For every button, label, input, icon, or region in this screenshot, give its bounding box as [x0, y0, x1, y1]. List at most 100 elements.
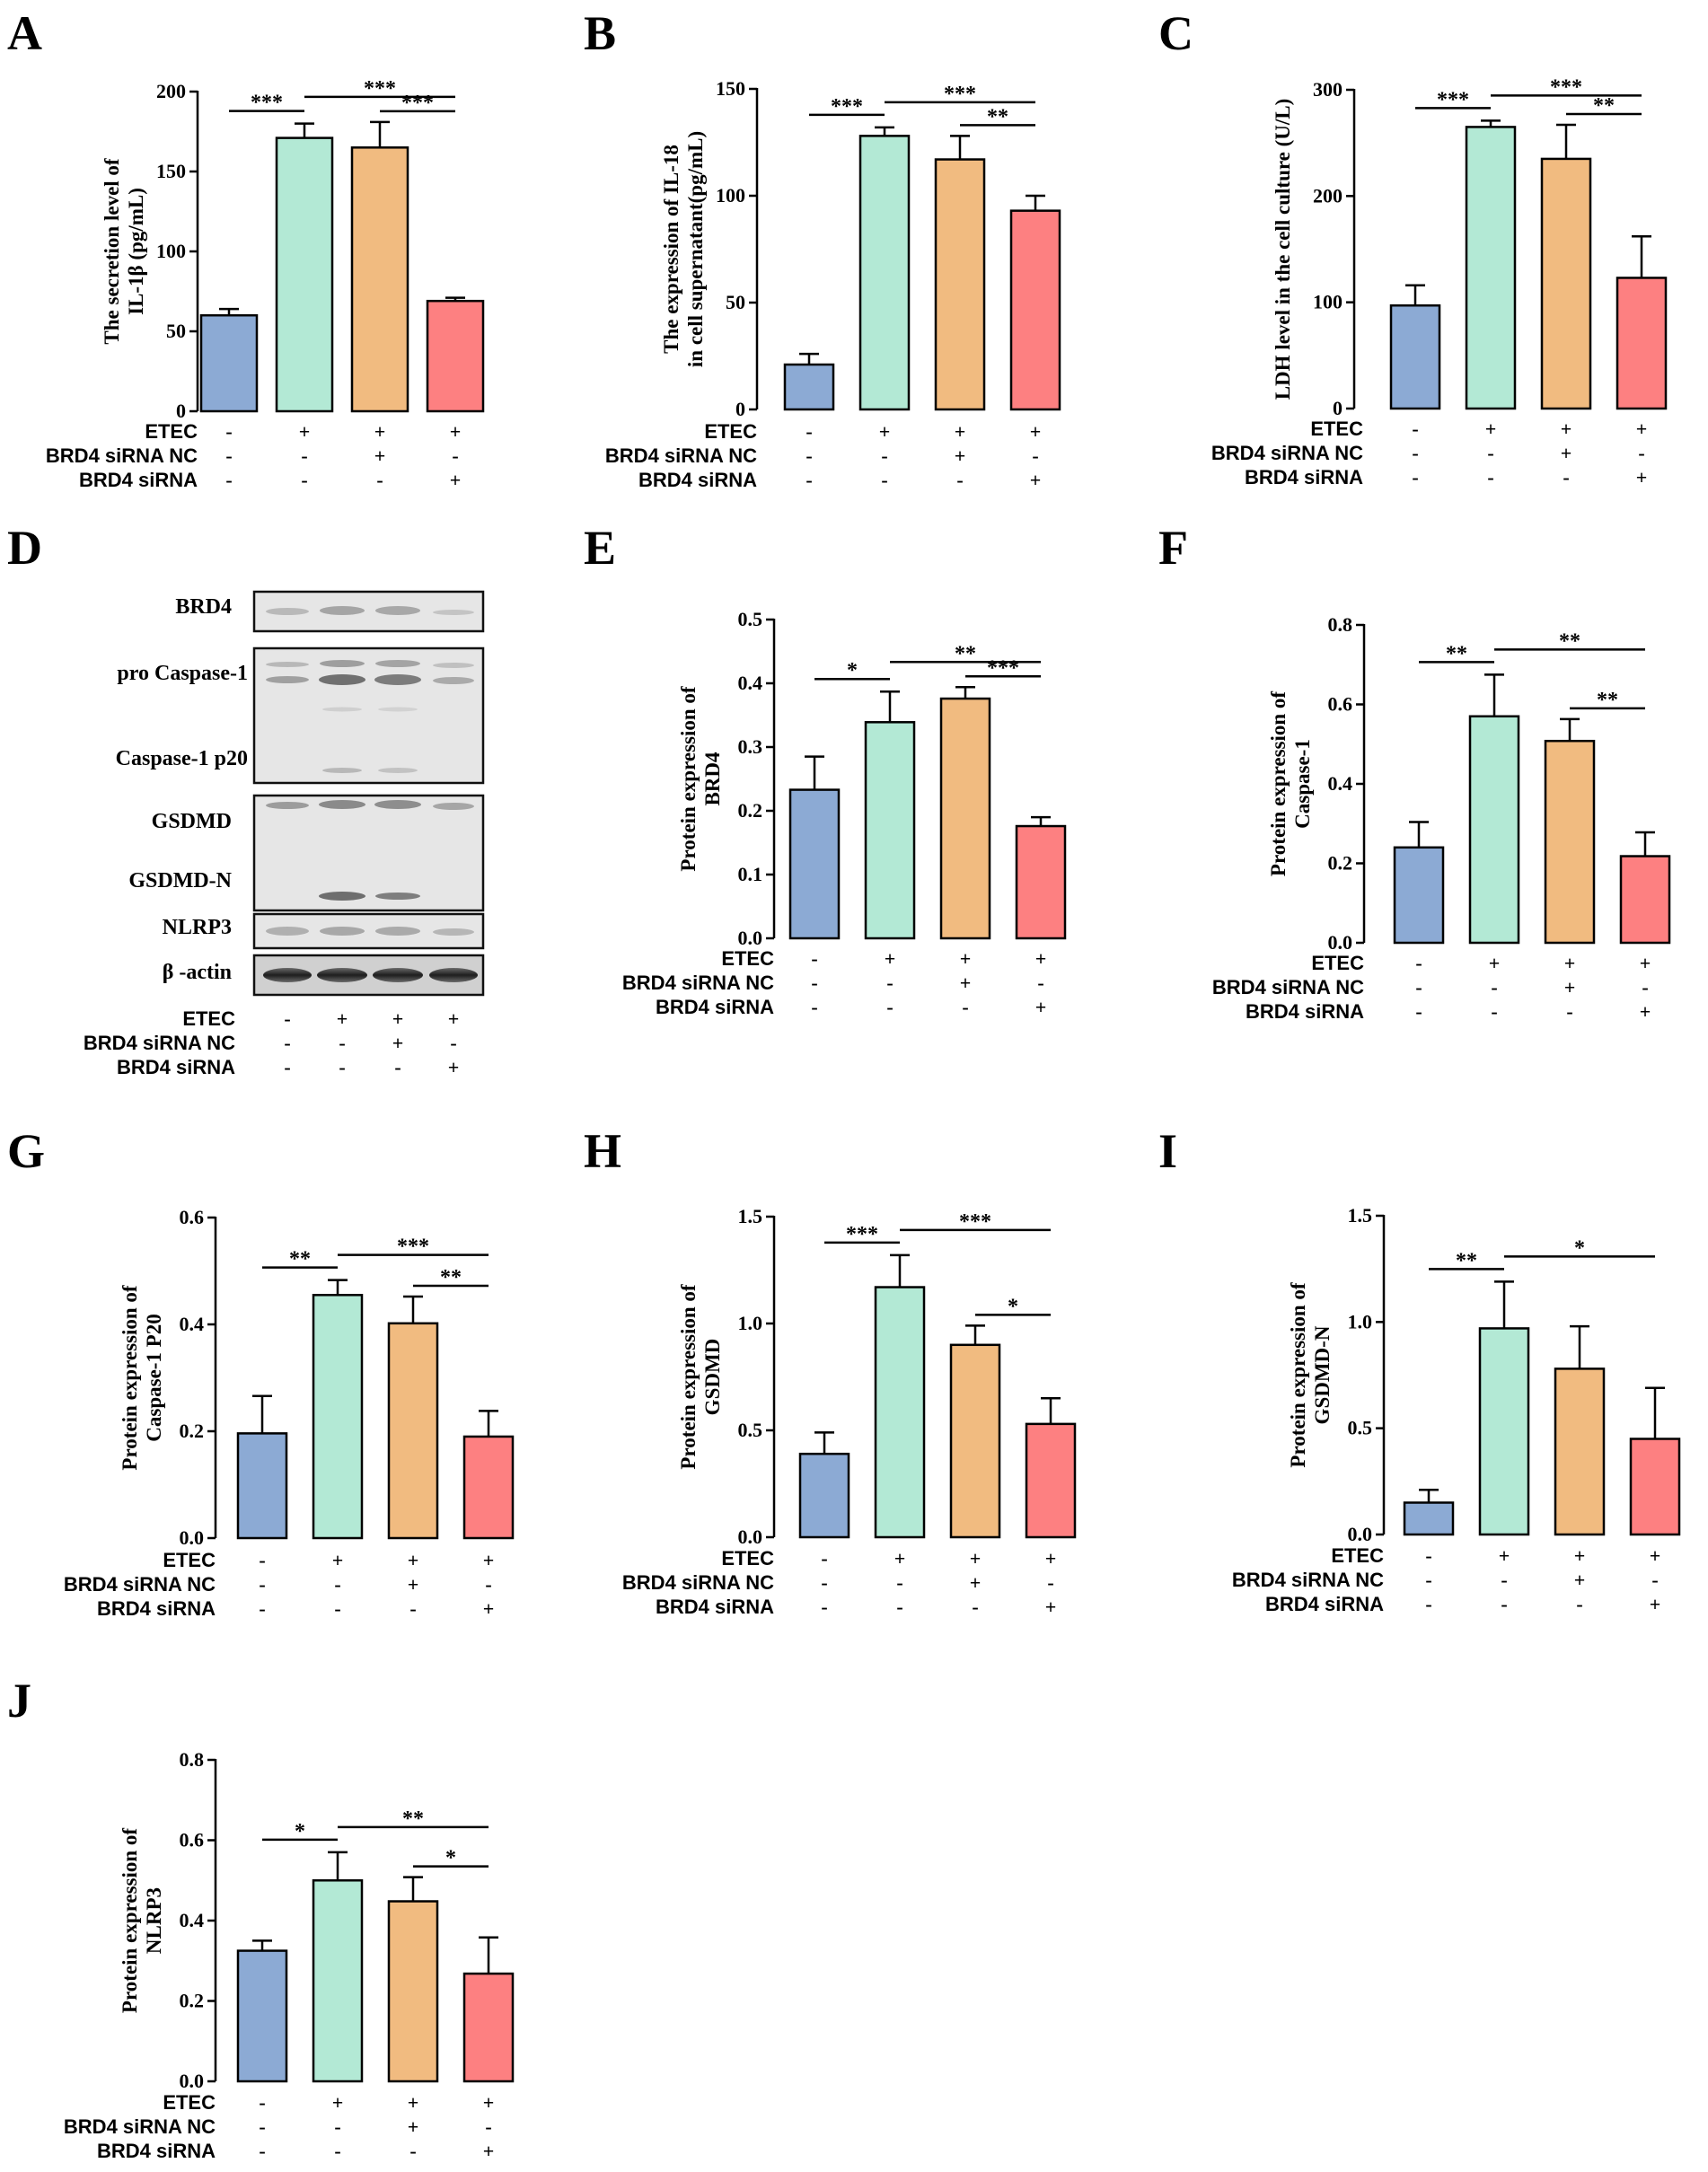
- condition-sign: -: [821, 1547, 827, 1570]
- condition-sign: +: [450, 420, 462, 443]
- y-axis-label: The secretion level ofIL-1β (pg/mL): [101, 158, 147, 344]
- condition-sign: +: [483, 2091, 495, 2114]
- condition-sign: +: [448, 1056, 460, 1078]
- condition-sign: -: [409, 2140, 416, 2162]
- condition-sign: +: [879, 420, 891, 443]
- condition-sign: +: [960, 947, 972, 970]
- significance-label: **: [1559, 629, 1580, 653]
- chart-panel-b: B 0 50 100 150 The expression of IL-18in cell…: [584, 6, 1061, 491]
- bar: [387, 1322, 439, 1540]
- condition-sign: -: [1491, 1000, 1497, 1023]
- bar: [1619, 855, 1671, 945]
- condition-sign: +: [1030, 420, 1042, 443]
- condition-sign: -: [956, 469, 963, 491]
- condition-label: BRD4 siRNA: [97, 2140, 216, 2162]
- condition-sign: +: [1650, 1593, 1661, 1615]
- condition-sign: -: [881, 469, 887, 491]
- blot-condition-table: ETEC - + + +BRD4 siRNA NC - - + -BRD4 siRNA - - - +: [84, 1007, 459, 1078]
- condition-sign: -: [1047, 1571, 1053, 1594]
- significance-label: ***: [987, 656, 1019, 680]
- y-tick-label: 0: [735, 398, 745, 420]
- condition-label: ETEC: [721, 947, 774, 970]
- condition-sign: +: [1636, 466, 1648, 488]
- significance-label: **: [955, 642, 976, 665]
- y-tick-label: 0.8: [1328, 613, 1353, 636]
- bar: [788, 788, 841, 940]
- condition-sign: +: [408, 2091, 419, 2114]
- blot-label-gsdmd-n: GSDMD-N: [128, 869, 232, 893]
- condition-sign: +: [1499, 1544, 1510, 1567]
- significance-label: *: [847, 659, 858, 682]
- blot-label-beta-actin: β -actin: [163, 961, 232, 984]
- condition-sign: -: [1412, 466, 1418, 488]
- condition-sign: -: [394, 1056, 401, 1078]
- panel-label: G: [7, 1124, 45, 1178]
- condition-sign: -: [811, 972, 817, 994]
- condition-sign: -: [821, 1571, 827, 1594]
- y-tick-label: 100: [156, 240, 186, 262]
- condition-sign: -: [1566, 1000, 1572, 1023]
- condition-sign: -: [301, 444, 307, 467]
- chart-panel-j: J 0.0 0.2 0.4 0.6 0.8 Protein expression ofNLR…: [7, 1674, 515, 2162]
- condition-label: ETEC: [1310, 418, 1363, 440]
- y-tick-label: 0.4: [180, 1909, 205, 1931]
- bar: [1025, 1422, 1077, 1539]
- significance-label: ***: [251, 92, 283, 115]
- blot-bands-nlrp3: [266, 927, 474, 936]
- blot-label-nlrp3: NLRP3: [163, 916, 232, 939]
- significance-label: **: [987, 105, 1008, 128]
- condition-sign: +: [1035, 947, 1047, 970]
- condition-sign: -: [225, 444, 232, 467]
- condition-label: BRD4 siRNA NC: [46, 444, 198, 467]
- y-tick-label: 1.5: [738, 1205, 763, 1227]
- condition-label: BRD4 siRNA: [79, 469, 198, 491]
- condition-sign: -: [806, 420, 812, 443]
- bar: [1554, 1367, 1606, 1536]
- condition-label: BRD4 siRNA NC: [84, 1032, 235, 1054]
- condition-sign: +: [960, 972, 972, 994]
- y-tick-label: 150: [716, 77, 745, 100]
- bar: [350, 146, 409, 413]
- y-tick-label: 0.5: [1348, 1417, 1373, 1439]
- y-tick-label: 0.4: [180, 1313, 205, 1335]
- condition-sign: -: [259, 1573, 265, 1596]
- significance-label: ***: [397, 1235, 429, 1259]
- condition-sign: -: [225, 469, 232, 491]
- condition-sign: +: [448, 1007, 460, 1030]
- chart-panel-g: G 0.0 0.2 0.4 0.6 Protein expression ofCaspas…: [7, 1124, 515, 1620]
- bar: [1629, 1438, 1681, 1536]
- blot-label-pro-caspase-1: pro Caspase-1: [117, 662, 248, 685]
- y-tick-label: 0.2: [180, 1420, 205, 1442]
- condition-label: BRD4 siRNA: [638, 469, 757, 491]
- condition-sign: -: [1412, 442, 1418, 464]
- significance-label: *: [1574, 1236, 1585, 1260]
- condition-sign: -: [1651, 1569, 1658, 1591]
- panel-label: B: [584, 6, 616, 60]
- condition-label: ETEC: [163, 1549, 216, 1571]
- condition-sign: +: [1489, 952, 1501, 974]
- condition-sign: -: [811, 947, 817, 970]
- condition-sign: +: [408, 2115, 419, 2138]
- condition-label: BRD4 siRNA: [1245, 466, 1363, 488]
- significance-label: **: [1597, 689, 1618, 712]
- panel-label: J: [7, 1674, 31, 1728]
- condition-sign: +: [392, 1007, 404, 1030]
- bar: [312, 1294, 364, 1540]
- y-tick-label: 1.0: [738, 1312, 763, 1334]
- condition-label: ETEC: [721, 1547, 774, 1570]
- condition-sign: -: [485, 1573, 491, 1596]
- condition-sign: +: [1485, 418, 1497, 440]
- condition-sign: +: [1561, 418, 1572, 440]
- condition-sign: +: [1640, 1000, 1651, 1023]
- panel-label-d: D: [7, 521, 42, 575]
- condition-sign: +: [894, 1547, 906, 1570]
- condition-sign: -: [881, 444, 887, 467]
- bar: [874, 1286, 926, 1539]
- condition-label: BRD4 siRNA NC: [1211, 442, 1363, 464]
- bar: [934, 158, 986, 411]
- y-axis-label: Protein expression ofGSDMD-N: [1287, 1282, 1334, 1467]
- y-tick-label: 200: [1313, 184, 1343, 207]
- y-tick-label: 0.3: [738, 735, 763, 758]
- significance-label: *: [445, 1847, 456, 1870]
